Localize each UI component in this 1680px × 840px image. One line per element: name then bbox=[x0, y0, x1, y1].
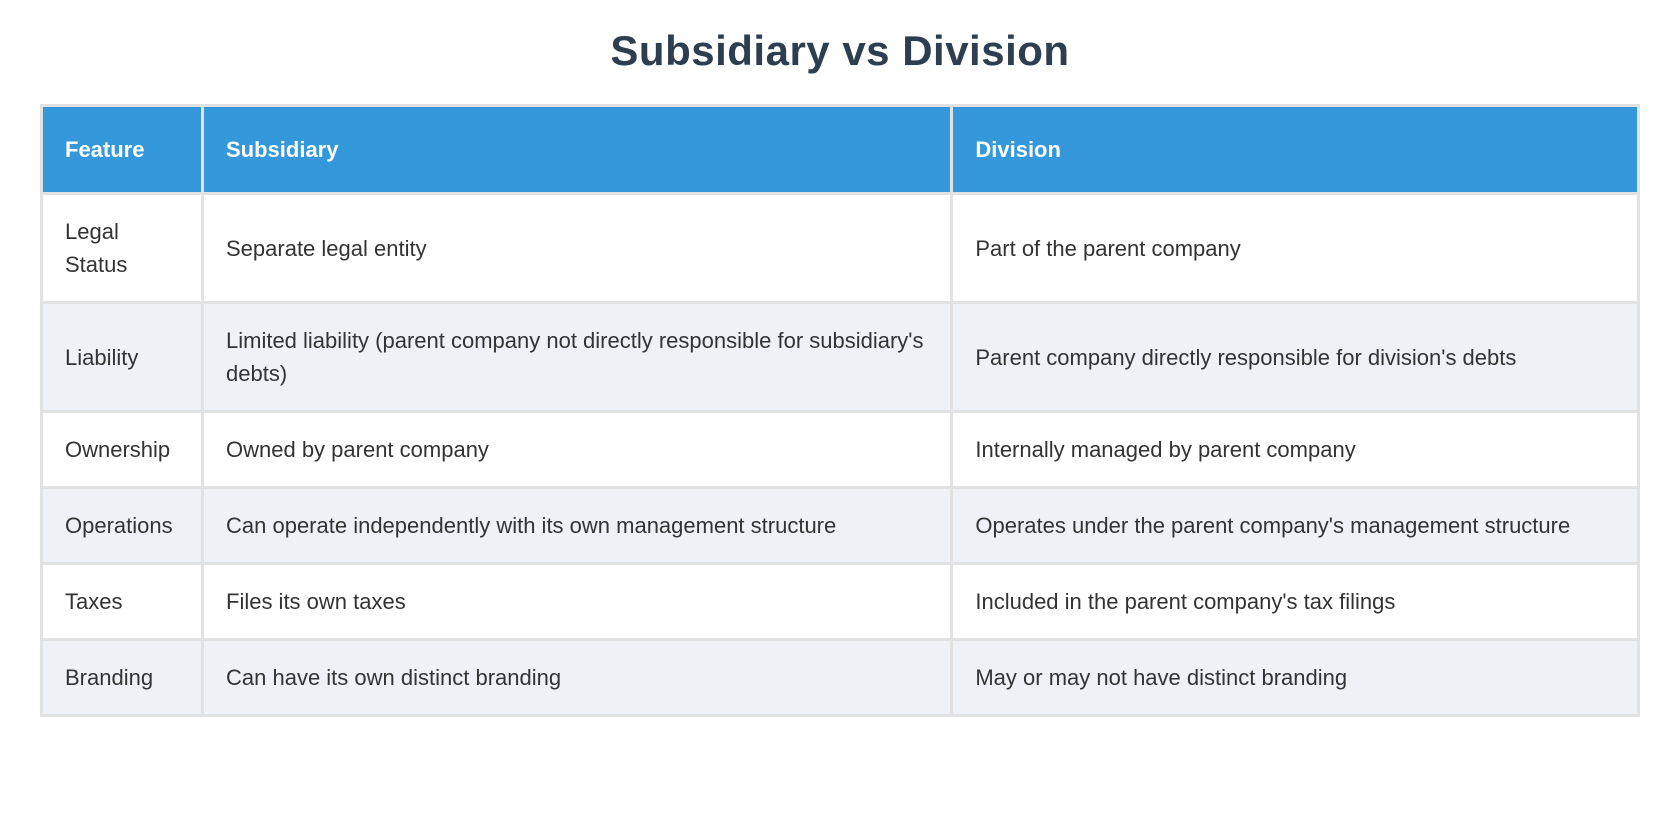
subsidiary-cell: Limited liability (parent company not di… bbox=[204, 304, 951, 411]
table-body: Legal Status Separate legal entity Part … bbox=[43, 195, 1637, 715]
table-row: Liability Limited liability (parent comp… bbox=[43, 304, 1637, 411]
feature-cell: Branding bbox=[43, 641, 201, 715]
column-header-subsidiary: Subsidiary bbox=[204, 107, 951, 193]
division-cell: Parent company directly responsible for … bbox=[953, 304, 1637, 411]
table-row: Operations Can operate independently wit… bbox=[43, 489, 1637, 563]
feature-cell: Legal Status bbox=[43, 195, 201, 302]
division-cell: Included in the parent company's tax fil… bbox=[953, 565, 1637, 639]
feature-cell: Liability bbox=[43, 304, 201, 411]
comparison-table: Feature Subsidiary Division Legal Status… bbox=[40, 104, 1640, 718]
division-cell: Internally managed by parent company bbox=[953, 413, 1637, 487]
subsidiary-cell: Separate legal entity bbox=[204, 195, 951, 302]
feature-cell: Operations bbox=[43, 489, 201, 563]
column-header-division: Division bbox=[953, 107, 1637, 193]
table-row: Legal Status Separate legal entity Part … bbox=[43, 195, 1637, 302]
subsidiary-cell: Owned by parent company bbox=[204, 413, 951, 487]
feature-cell: Ownership bbox=[43, 413, 201, 487]
division-cell: Operates under the parent company's mana… bbox=[953, 489, 1637, 563]
subsidiary-cell: Files its own taxes bbox=[204, 565, 951, 639]
column-header-feature: Feature bbox=[43, 107, 201, 193]
division-cell: Part of the parent company bbox=[953, 195, 1637, 302]
subsidiary-cell: Can have its own distinct branding bbox=[204, 641, 951, 715]
page-title: Subsidiary vs Division bbox=[610, 27, 1070, 74]
division-cell: May or may not have distinct branding bbox=[953, 641, 1637, 715]
feature-cell: Taxes bbox=[43, 565, 201, 639]
header-row: Feature Subsidiary Division bbox=[43, 107, 1637, 193]
table-row: Ownership Owned by parent company Intern… bbox=[43, 413, 1637, 487]
table-row: Branding Can have its own distinct brand… bbox=[43, 641, 1637, 715]
subsidiary-cell: Can operate independently with its own m… bbox=[204, 489, 951, 563]
table-header: Feature Subsidiary Division bbox=[43, 107, 1637, 193]
table-row: Taxes Files its own taxes Included in th… bbox=[43, 565, 1637, 639]
